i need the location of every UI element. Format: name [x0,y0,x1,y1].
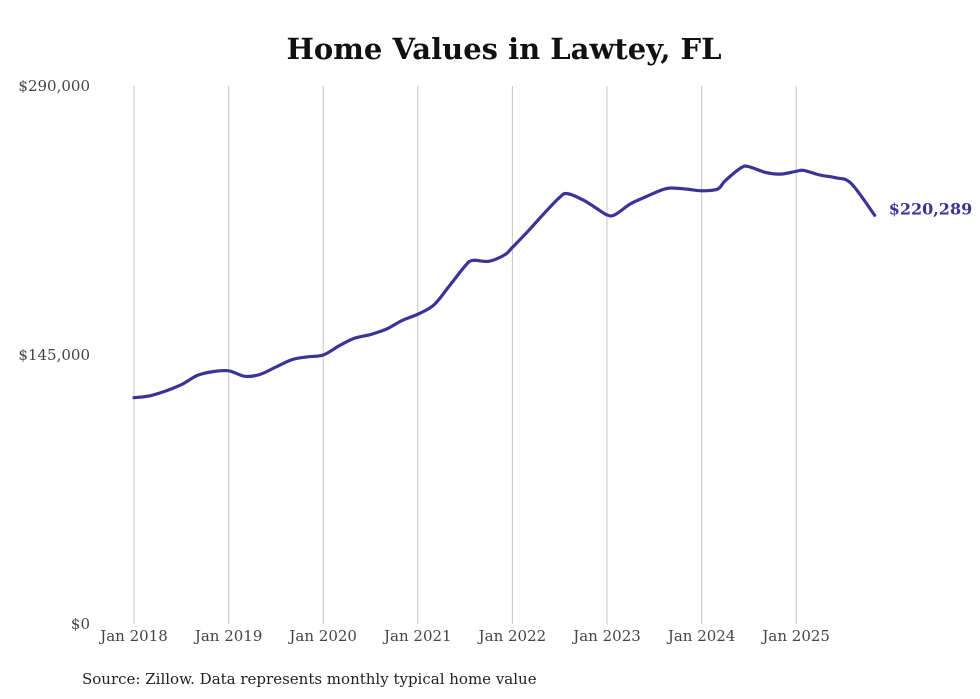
y-tick-label: $0 [71,615,90,633]
source-note: Source: Zillow. Data represents monthly … [82,670,537,688]
y-tick-label: $145,000 [18,346,90,364]
x-tick-label: Jan 2024 [666,627,736,645]
end-value-label: $220,289 [889,199,973,218]
x-tick-label: Jan 2023 [571,627,641,645]
y-tick-label: $290,000 [18,77,90,95]
x-tick-label: Jan 2020 [287,627,357,645]
x-tick-label: Jan 2022 [477,627,547,645]
y-axis-ticks: $0 $145,000 $290,000 [18,77,90,633]
chart-title: Home Values in Lawtey, FL [286,32,721,66]
x-tick-label: Jan 2021 [382,627,452,645]
x-axis-ticks: Jan 2018 Jan 2019 Jan 2020 Jan 2021 Jan 2022… [98,627,830,645]
home-value-line [132,164,877,400]
grid-lines [133,86,797,624]
x-tick-label: Jan 2025 [760,627,830,645]
x-tick-label: Jan 2018 [98,627,168,645]
x-tick-label: Jan 2019 [193,627,263,645]
